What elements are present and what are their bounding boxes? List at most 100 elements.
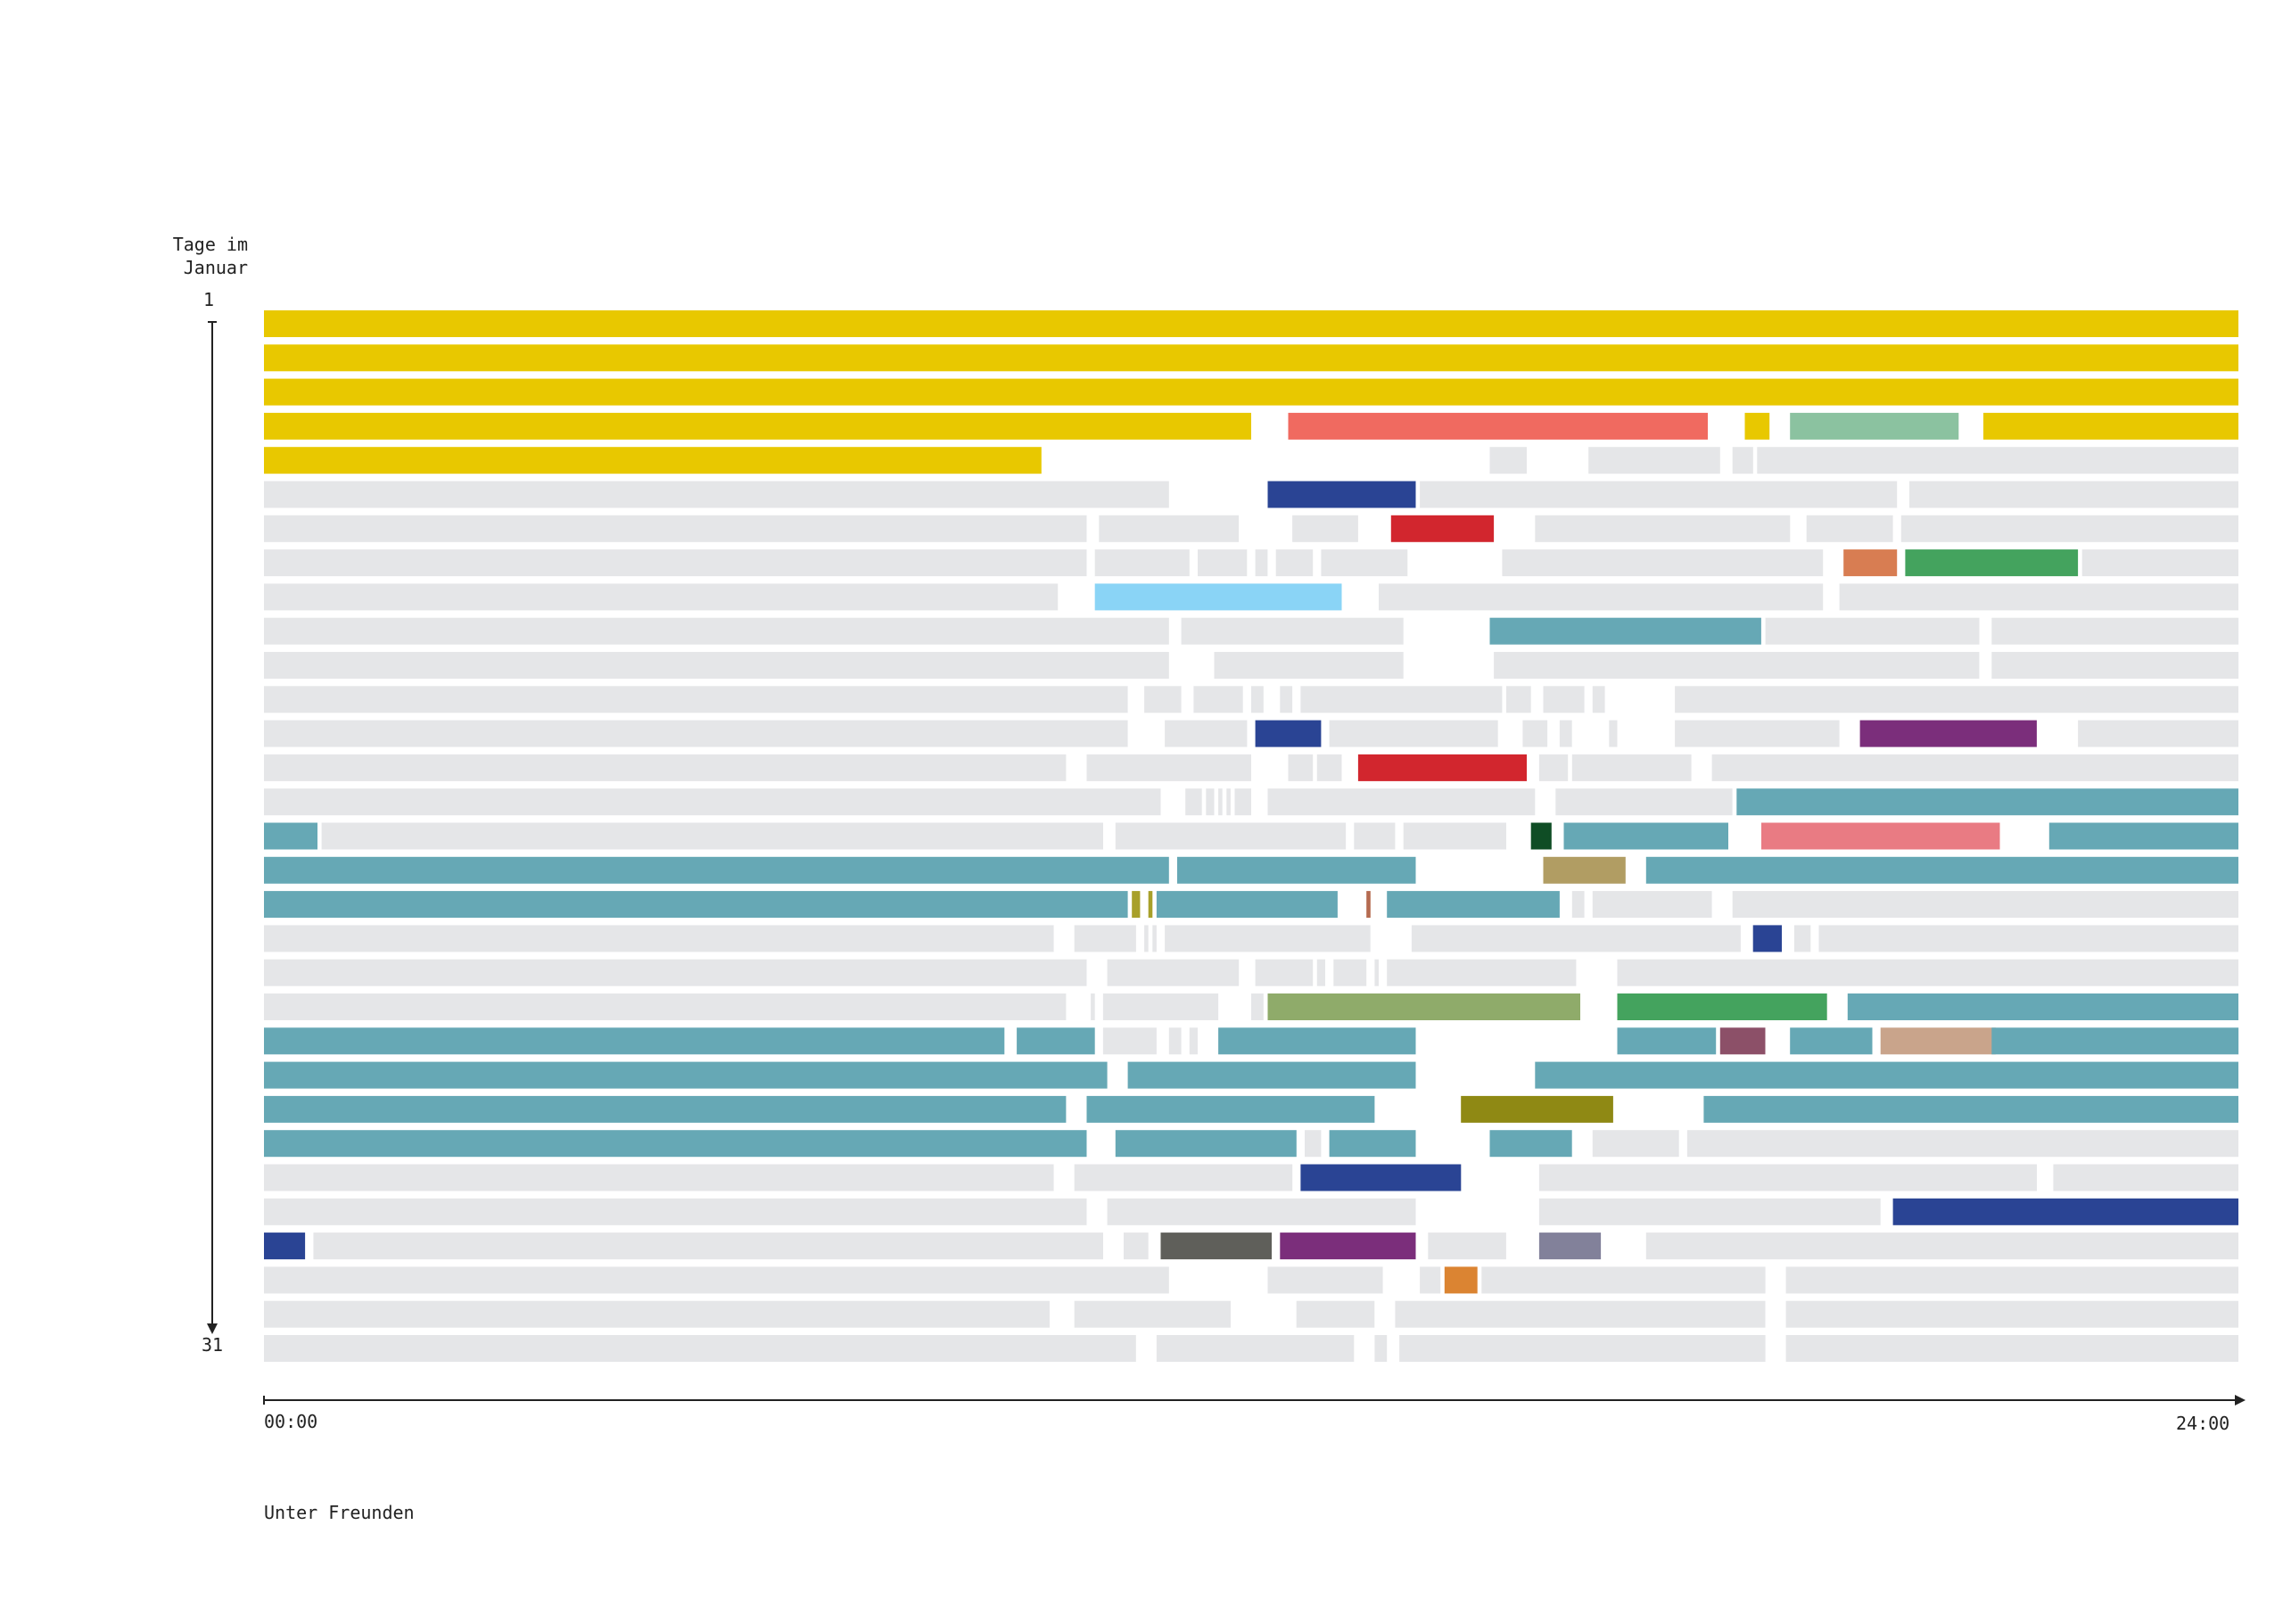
segment-day-7-4 bbox=[1391, 515, 1494, 542]
segment-day-21-5 bbox=[1268, 993, 1581, 1020]
segment-day-28-4 bbox=[1161, 1232, 1273, 1259]
segment-day-18-6 bbox=[1387, 891, 1560, 918]
y-axis-title-line-2: Januar bbox=[173, 256, 248, 279]
segment-day-9-3 bbox=[1379, 583, 1823, 610]
segment-day-11-2 bbox=[1215, 652, 1404, 679]
segment-day-22-1 bbox=[264, 1027, 1004, 1054]
segment-day-8-7 bbox=[1502, 549, 1823, 576]
segment-day-29-3 bbox=[1420, 1266, 1440, 1293]
segment-day-12-1 bbox=[264, 686, 1128, 713]
day-row-11 bbox=[264, 652, 2238, 679]
day-row-4 bbox=[264, 413, 2238, 440]
segment-day-17-4 bbox=[1646, 857, 2238, 884]
segment-day-28-3 bbox=[1124, 1232, 1149, 1259]
segment-day-25-1 bbox=[264, 1130, 1087, 1157]
segment-day-2-1 bbox=[264, 344, 2238, 371]
segment-day-22-7 bbox=[1618, 1027, 1717, 1054]
segment-day-29-2 bbox=[1268, 1266, 1383, 1293]
segment-day-31-4 bbox=[1399, 1335, 1766, 1362]
segment-day-9-2 bbox=[1095, 583, 1342, 610]
x-axis bbox=[264, 1395, 2246, 1406]
segment-day-7-1 bbox=[264, 515, 1087, 542]
segment-day-22-4 bbox=[1169, 1027, 1182, 1054]
segment-day-30-5 bbox=[1786, 1301, 2238, 1328]
segment-day-10-4 bbox=[1766, 618, 1980, 645]
day-row-25 bbox=[264, 1130, 2238, 1157]
segment-day-26-3 bbox=[1300, 1165, 1461, 1191]
segment-day-14-6 bbox=[1539, 754, 1568, 781]
segment-day-16-5 bbox=[1404, 823, 1506, 850]
segment-day-5-1 bbox=[264, 447, 1042, 474]
segment-day-22-8 bbox=[1720, 1027, 1766, 1054]
segment-day-31-3 bbox=[1374, 1335, 1387, 1362]
day-row-9 bbox=[264, 583, 2238, 610]
segment-day-14-2 bbox=[1087, 754, 1252, 781]
y-axis-title-line-1: Tage im bbox=[173, 233, 248, 256]
segment-day-13-9 bbox=[1860, 721, 2037, 747]
segment-day-26-1 bbox=[264, 1165, 1054, 1191]
segment-day-17-3 bbox=[1544, 857, 1626, 884]
segment-day-6-2 bbox=[1268, 482, 1416, 508]
segment-day-16-7 bbox=[1564, 823, 1729, 850]
segment-day-12-7 bbox=[1506, 686, 1531, 713]
segment-day-19-3 bbox=[1144, 925, 1149, 952]
segment-day-29-1 bbox=[264, 1266, 1169, 1293]
segment-day-6-4 bbox=[1909, 482, 2238, 508]
segment-day-19-2 bbox=[1075, 925, 1136, 952]
segment-day-26-5 bbox=[2053, 1165, 2238, 1191]
segment-day-28-8 bbox=[1646, 1232, 2238, 1259]
x-tick-label-end: 24:00 bbox=[2176, 1412, 2229, 1435]
segment-day-18-8 bbox=[1593, 891, 1712, 918]
x-tick-label-start: 00:00 bbox=[264, 1410, 317, 1433]
segment-day-15-4 bbox=[1218, 788, 1223, 815]
segment-day-7-6 bbox=[1807, 515, 1893, 542]
y-axis-title: Tage im Januar bbox=[173, 233, 248, 279]
segment-day-12-8 bbox=[1544, 686, 1585, 713]
segment-day-30-4 bbox=[1395, 1301, 1765, 1328]
day-row-30 bbox=[264, 1301, 2238, 1328]
y-tick-label-end: 31 bbox=[202, 1333, 223, 1356]
segment-day-16-4 bbox=[1354, 823, 1395, 850]
segment-day-11-1 bbox=[264, 652, 1169, 679]
day-rows bbox=[264, 310, 2238, 1362]
segment-day-13-3 bbox=[1256, 721, 1322, 747]
segment-day-15-2 bbox=[1185, 788, 1202, 815]
segment-day-20-7 bbox=[1387, 960, 1576, 986]
segment-day-15-3 bbox=[1206, 788, 1214, 815]
segment-day-21-4 bbox=[1251, 993, 1264, 1020]
day-row-3 bbox=[264, 379, 2238, 406]
day-row-20 bbox=[264, 960, 2238, 986]
day-row-26 bbox=[264, 1165, 2238, 1191]
day-row-7 bbox=[264, 515, 2238, 542]
segment-day-19-4 bbox=[1152, 925, 1157, 952]
segment-day-8-10 bbox=[2082, 549, 2238, 576]
segment-day-14-7 bbox=[1572, 754, 1692, 781]
segment-day-13-7 bbox=[1609, 721, 1617, 747]
segment-day-16-9 bbox=[2049, 823, 2238, 850]
segment-day-28-6 bbox=[1428, 1232, 1506, 1259]
segment-day-7-5 bbox=[1535, 515, 1790, 542]
segment-day-24-4 bbox=[1703, 1096, 2238, 1123]
segment-day-13-8 bbox=[1675, 721, 1840, 747]
segment-day-12-9 bbox=[1593, 686, 1605, 713]
segment-day-27-1 bbox=[264, 1199, 1087, 1225]
chart-caption: Unter Freunden bbox=[264, 1501, 415, 1524]
day-row-1 bbox=[264, 310, 2238, 337]
day-row-12 bbox=[264, 686, 2238, 713]
segment-day-8-9 bbox=[1905, 549, 2078, 576]
day-row-6 bbox=[264, 482, 2238, 508]
segment-day-1-1 bbox=[264, 310, 2238, 337]
segment-day-7-2 bbox=[1099, 515, 1239, 542]
day-row-18 bbox=[264, 891, 2238, 918]
segment-day-27-4 bbox=[1893, 1199, 2238, 1225]
segment-day-10-1 bbox=[264, 618, 1169, 645]
segment-day-19-9 bbox=[1819, 925, 2239, 952]
day-row-8 bbox=[264, 549, 2238, 576]
segment-day-26-4 bbox=[1539, 1165, 2037, 1191]
segment-day-16-3 bbox=[1116, 823, 1346, 850]
segment-day-9-4 bbox=[1840, 583, 2238, 610]
segment-day-4-1 bbox=[264, 413, 1251, 440]
segment-day-22-11 bbox=[1991, 1027, 2238, 1054]
segment-day-13-1 bbox=[264, 721, 1128, 747]
